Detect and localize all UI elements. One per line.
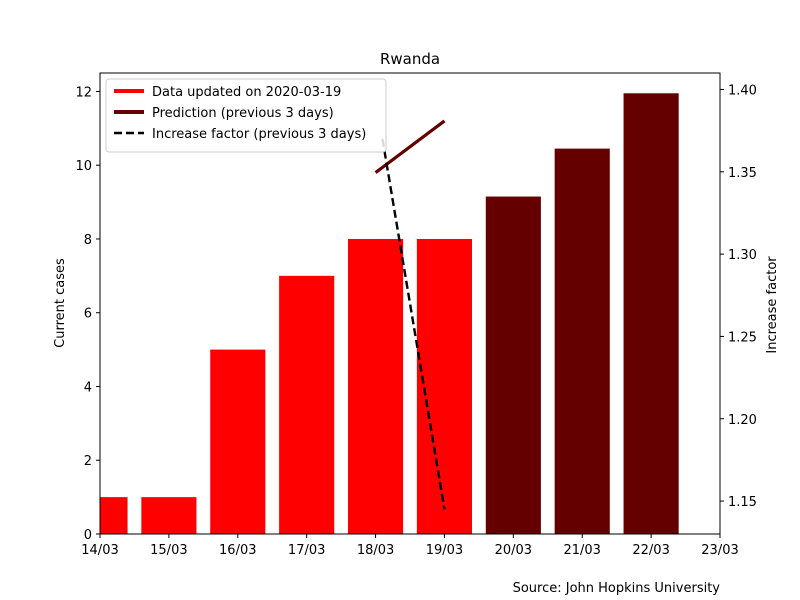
bar-16-03 xyxy=(210,349,266,534)
bar-14-03 xyxy=(100,497,128,534)
y-tick-label: 4 xyxy=(84,380,92,395)
bar-20-03 xyxy=(485,196,541,534)
y-tick-label: 6 xyxy=(84,307,92,322)
y-tick-label: 0 xyxy=(84,528,92,543)
y2-tick-label: 1.25 xyxy=(728,330,757,345)
legend-label: Increase factor (previous 3 days) xyxy=(152,127,366,142)
source-note: Source: John Hopkins University xyxy=(513,581,721,596)
bar-15-03 xyxy=(141,497,197,534)
axes-layer: 14/03 15/03 16/03 17/03 18/03 19/03 20/03 21/03… xyxy=(75,83,757,558)
bar-21-03 xyxy=(554,148,610,534)
legend-label: Prediction (previous 3 days) xyxy=(152,106,334,121)
plot-frame xyxy=(99,72,721,535)
y2-tick-label: 1.20 xyxy=(728,413,757,428)
bar-18-03 xyxy=(348,238,404,534)
y-tick-label: 8 xyxy=(84,233,92,248)
y2-tick-label: 1.40 xyxy=(728,83,757,98)
bar-19-03 xyxy=(416,238,472,534)
y2-axis-title: Increase factor xyxy=(765,256,780,354)
y-tick-label: 12 xyxy=(75,85,92,100)
chart-title: Rwanda xyxy=(380,50,440,68)
increase-factor-line xyxy=(381,138,446,510)
y2-tick-label: 1.15 xyxy=(728,495,757,510)
x-tick-label: 15/03 xyxy=(150,543,187,558)
y2-tick-label: 1.35 xyxy=(728,166,757,181)
x-tick-label: 23/03 xyxy=(701,543,738,558)
y-axis-title: Current cases xyxy=(53,258,68,348)
x-tick-label: 14/03 xyxy=(81,543,118,558)
x-tick-label: 20/03 xyxy=(495,543,532,558)
lines-layer xyxy=(374,119,446,510)
legend-label: Data updated on 2020-03-19 xyxy=(152,85,341,100)
y2-tick-label: 1.30 xyxy=(728,248,757,263)
x-tick-label: 17/03 xyxy=(288,543,325,558)
x-tick-label: 22/03 xyxy=(632,543,669,558)
x-tick-label: 16/03 xyxy=(219,543,256,558)
bar-17-03 xyxy=(279,275,335,534)
x-tick-label: 19/03 xyxy=(426,543,463,558)
legend: Data updated on 2020-03-19 Prediction (pr… xyxy=(105,78,387,153)
bar-22-03 xyxy=(623,93,679,534)
legend-box xyxy=(105,78,387,153)
y-tick-label: 2 xyxy=(84,454,92,469)
x-tick-label: 21/03 xyxy=(563,543,600,558)
y-tick-label: 10 xyxy=(75,159,92,174)
bars-layer xyxy=(100,93,679,534)
x-tick-label: 18/03 xyxy=(357,543,394,558)
